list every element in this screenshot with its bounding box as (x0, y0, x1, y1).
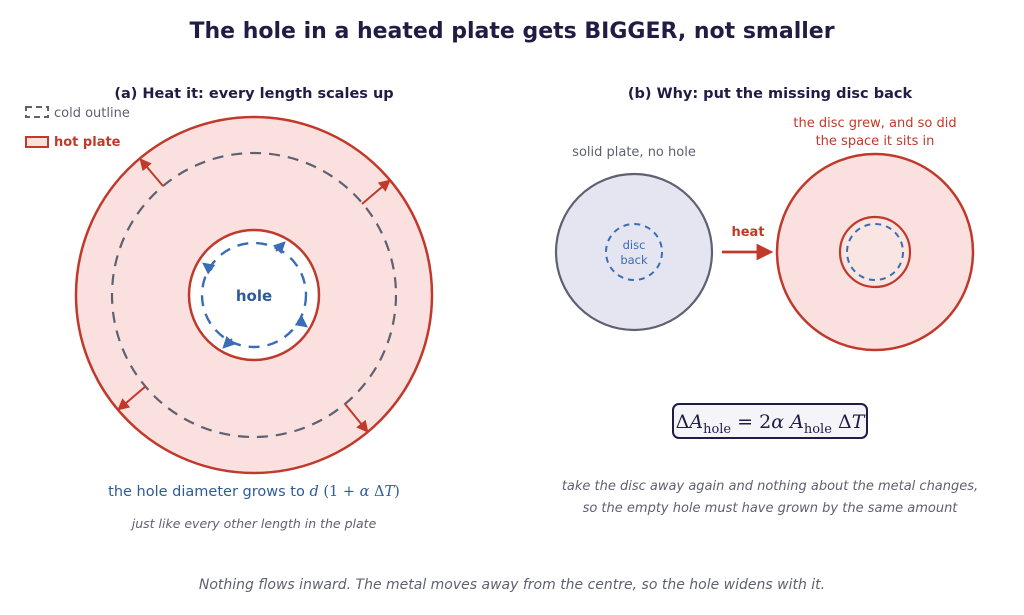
cold-disc-outline (846, 223, 904, 281)
panel-b-heading: (b) Why: put the missing disc back (628, 86, 913, 102)
hole-arrows (202, 241, 308, 349)
cold-outline (110, 151, 398, 439)
hole-label: hole (236, 287, 272, 305)
panel-a-caption: the hole diameter grows to d (1 + α ΔT) (108, 484, 400, 500)
formula-text: ΔAhole = 2α Ahole ΔT (676, 411, 866, 437)
cold-solid-plate (554, 172, 714, 332)
grew-label-line2: the space it sits in (816, 134, 935, 149)
explain-line1: take the disc away again and nothing abo… (562, 479, 978, 494)
hot-hole (187, 228, 321, 362)
hole-arrow-right (294, 315, 308, 328)
legend-cold-swatch (25, 106, 49, 118)
legend-cold-label: cold outline (54, 106, 130, 121)
grew-label-line1: the disc grew, and so did (793, 116, 956, 131)
legend-hot-label: hot plate (54, 135, 121, 150)
page-title: The hole in a heated plate gets BIGGER, … (189, 19, 834, 44)
cold-hole-outline (200, 241, 308, 349)
hole-arrow-left (202, 262, 216, 275)
formula-box (672, 403, 868, 439)
disc-label-line1: disc (623, 238, 646, 252)
hole-arrow-bottom-left (222, 335, 236, 349)
expansion-arrow-bottom-left (117, 385, 147, 411)
panel-a-heading: (a) Heat it: every length scales up (114, 86, 393, 102)
caption-prefix: the hole diameter grows to (108, 484, 309, 500)
hot-disc (838, 215, 912, 289)
solid-plate-label: solid plate, no hole (572, 145, 696, 160)
footer-note: Nothing flows inward. The metal moves aw… (199, 577, 825, 593)
expansion-arrows (117, 158, 391, 433)
heat-arrow-label: heat (731, 225, 764, 240)
expansion-arrow-top-right (361, 179, 391, 205)
disc-label-line2: back (620, 253, 648, 267)
legend-hot-swatch (25, 136, 49, 148)
caption-formula: d (309, 484, 318, 500)
explain-line2: so the empty hole must have grown by the… (583, 501, 959, 516)
expansion-arrow-top-left (139, 158, 164, 187)
disc-back-outline (605, 223, 663, 281)
expansion-arrow-bottom-right (344, 403, 369, 433)
panel-a-subcaption: just like every other length in the plat… (130, 516, 377, 531)
legend: cold outline hot plate (25, 106, 130, 150)
hole-arrow-top-right (272, 241, 286, 255)
